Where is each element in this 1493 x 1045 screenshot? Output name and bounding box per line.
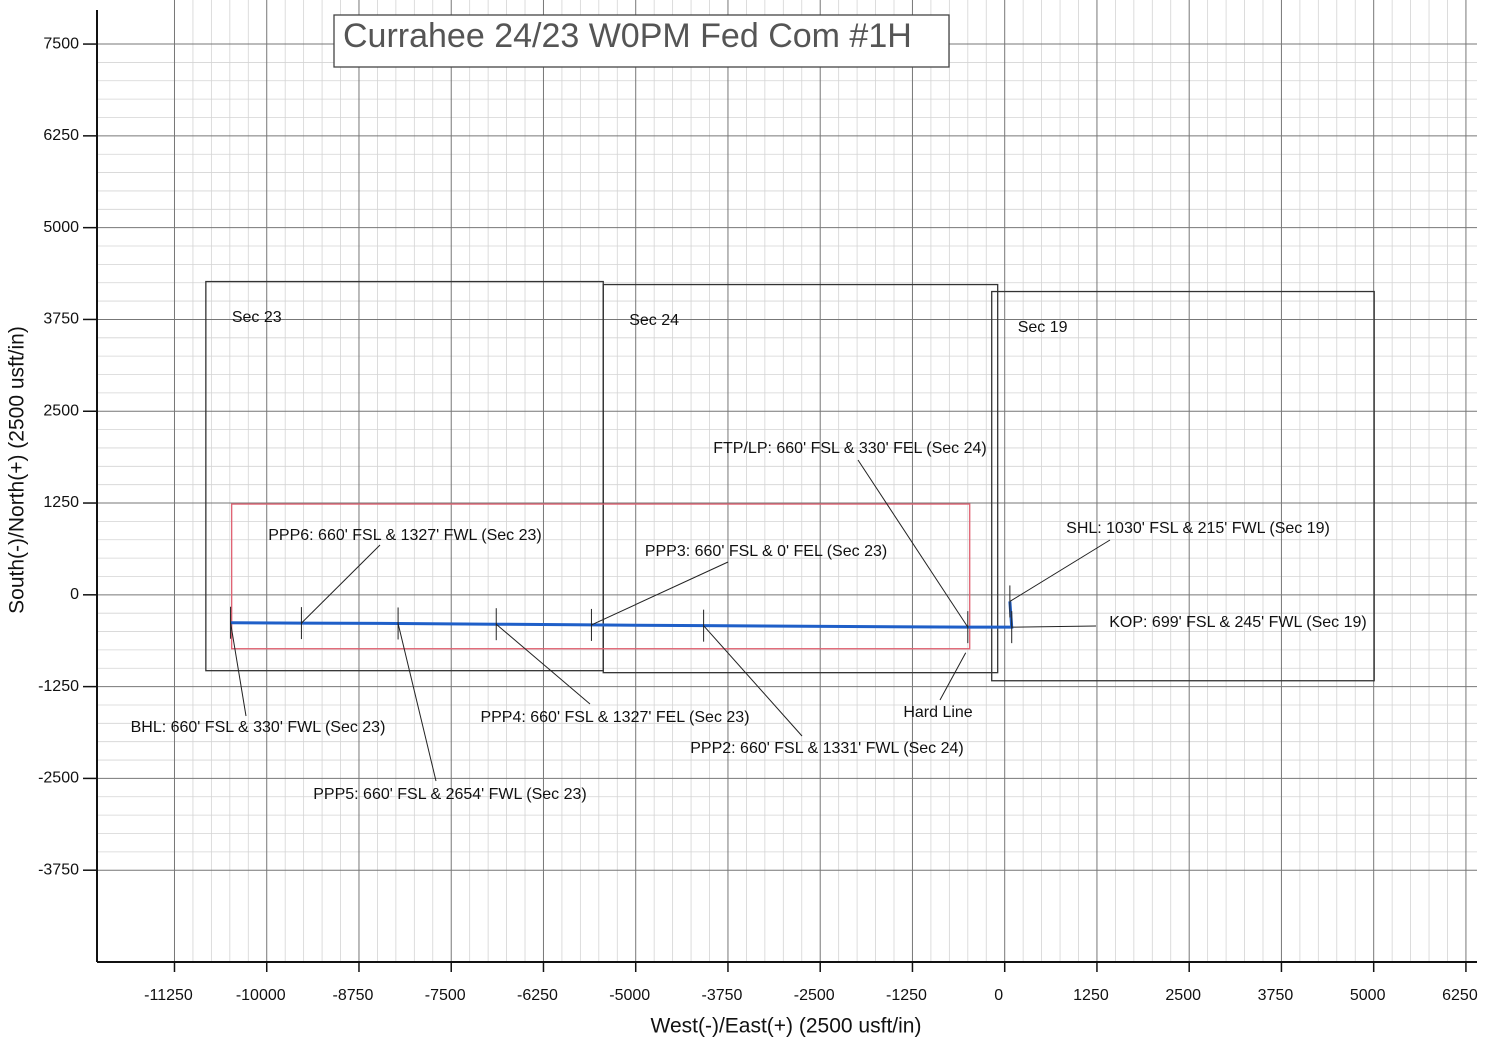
hard-line: [231, 503, 971, 650]
y-tick-label: 2500: [43, 402, 79, 419]
section-boundary: [991, 290, 1375, 682]
x-tick-label: -8750: [333, 987, 374, 1004]
leader-line: [397, 623, 437, 782]
annotation: BHL: 660' FSL & 330' FWL (Sec 23): [131, 719, 386, 736]
leader-line: [939, 652, 967, 701]
y-tick-label: 1250: [43, 494, 79, 511]
hard-line-label: Hard Line: [903, 704, 972, 721]
section-label: Sec 19: [1018, 319, 1068, 336]
x-tick-label: -10000: [236, 987, 286, 1004]
annotation: PPP4: 660' FSL & 1327' FEL (Sec 23): [480, 709, 749, 726]
section-label: Sec 23: [232, 309, 282, 326]
title-box: [333, 14, 950, 68]
leader-line: [1009, 539, 1111, 602]
y-tick-label: 7500: [43, 35, 79, 52]
x-tick-label: 0: [994, 987, 1003, 1004]
leader-line: [301, 544, 381, 624]
y-tick-label: -1250: [38, 678, 79, 695]
y-axis-label: South(-)/North(+) (2500 usft/in): [6, 326, 29, 614]
x-tick-label: 3750: [1258, 987, 1294, 1004]
leader-line: [857, 459, 969, 628]
leader-line: [703, 625, 803, 737]
x-tick-label: -11250: [144, 987, 193, 1004]
y-tick-label: -2500: [38, 770, 79, 787]
x-tick-label: -3750: [702, 987, 743, 1004]
x-tick-label: -7500: [425, 987, 466, 1004]
annotation: PPP5: 660' FSL & 2654' FWL (Sec 23): [313, 786, 587, 803]
y-tick-label: 6250: [43, 127, 79, 144]
annotation: PPP6: 660' FSL & 1327' FWL (Sec 23): [268, 527, 542, 544]
chart-title: Currahee 24/23 W0PM Fed Com #1H: [343, 17, 912, 55]
leader-line: [1011, 625, 1097, 628]
x-tick-label: -1250: [886, 987, 927, 1004]
leader-line: [230, 622, 247, 717]
x-tick-label: 2500: [1165, 987, 1201, 1004]
x-tick-label: 6250: [1442, 987, 1478, 1004]
x-axis-label: West(-)/East(+) (2500 usft/in): [651, 1015, 922, 1038]
x-tick-label: 5000: [1350, 987, 1386, 1004]
annotation: KOP: 699' FSL & 245' FWL (Sec 19): [1109, 614, 1366, 631]
y-tick-label: -3750: [38, 861, 79, 878]
y-tick-label: 5000: [43, 219, 79, 236]
x-tick-label: -5000: [609, 987, 650, 1004]
x-tick-label: 1250: [1073, 987, 1109, 1004]
annotation: PPP2: 660' FSL & 1331' FWL (Sec 24): [690, 740, 964, 757]
annotation: FTP/LP: 660' FSL & 330' FEL (Sec 24): [713, 440, 987, 457]
y-tick-label: 0: [70, 586, 79, 603]
x-tick-label: -2500: [794, 987, 835, 1004]
section-label: Sec 24: [629, 312, 679, 329]
leader-line: [591, 561, 729, 626]
section-boundary: [602, 283, 999, 674]
x-tick-label: -6250: [517, 987, 558, 1004]
annotation: SHL: 1030' FSL & 215' FWL (Sec 19): [1066, 520, 1330, 537]
leader-line: [495, 623, 591, 705]
annotation: PPP3: 660' FSL & 0' FEL (Sec 23): [645, 543, 887, 560]
y-tick-label: 3750: [43, 311, 79, 328]
